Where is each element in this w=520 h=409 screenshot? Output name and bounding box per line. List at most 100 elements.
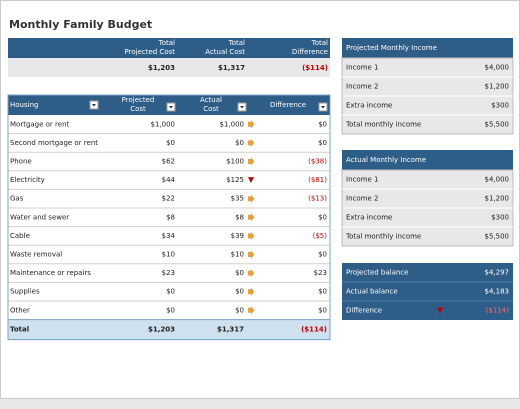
actual-cost: $10 [231, 251, 244, 259]
right-arrow [248, 231, 255, 240]
actual-cost: $1,000 [220, 120, 245, 128]
panel-title: Actual Monthly Income [346, 156, 426, 164]
actual-cost: $35 [231, 195, 244, 203]
projected-cost: $0 [166, 139, 175, 147]
down-arrow [248, 177, 254, 184]
column-header: Projected [122, 96, 155, 104]
column-header: Cost [130, 105, 146, 113]
income-label: Income 2 [346, 195, 378, 203]
projected-cost: $1,000 [151, 120, 176, 128]
projected-cost: $23 [162, 269, 175, 277]
row-label: Waste removal [10, 251, 62, 259]
right-arrow [248, 213, 255, 222]
difference: $0 [318, 213, 327, 221]
row-label: Maintenance or repairs [10, 269, 91, 277]
balance-value: $4,297 [485, 269, 510, 277]
row-label: Phone [10, 158, 32, 166]
right-arrow [248, 250, 255, 259]
actual-cost: $100 [226, 158, 244, 166]
difference: ($5) [313, 232, 328, 240]
summary-value: $1,317 [218, 64, 245, 72]
column-header: Actual [200, 96, 222, 104]
row-label: Supplies [10, 288, 40, 296]
summary-header [8, 38, 330, 58]
projected-cost: $0 [166, 306, 175, 314]
row-label: Mortgage or rent [10, 120, 70, 128]
difference: $23 [314, 269, 327, 277]
down-arrow [437, 307, 443, 314]
income-value: $1,200 [485, 83, 510, 91]
summary-value: ($114) [302, 64, 328, 72]
difference: ($13) [308, 195, 327, 203]
panel-title: Projected Monthly Income [346, 44, 437, 52]
table-border [7, 94, 331, 341]
projected-cost: $62 [162, 158, 175, 166]
row-label: Cable [10, 232, 30, 240]
projected-cost: $8 [166, 213, 175, 221]
projected-cost: $10 [162, 251, 175, 259]
summary-header-text: Total [311, 39, 328, 47]
difference: $0 [318, 288, 327, 296]
right-arrow [248, 306, 255, 315]
income-value: $5,500 [485, 233, 510, 241]
balance-value: ($114) [486, 307, 510, 315]
difference: ($38) [308, 158, 327, 166]
balance-panel [342, 263, 513, 320]
income-label: Total monthly income [345, 233, 421, 241]
projected-cost: $44 [162, 176, 176, 184]
right-arrow [248, 157, 255, 166]
dropdown-arrow [321, 106, 325, 109]
row-label: Second mortgage or rent [10, 139, 98, 147]
right-arrow [248, 269, 255, 278]
summary-value: $1,203 [148, 64, 175, 72]
row-label: Electricity [10, 176, 45, 184]
actual-cost: $0 [235, 139, 244, 147]
row-label: Other [10, 306, 30, 314]
income-label: Income 2 [346, 83, 378, 91]
income-label: Total monthly income [345, 121, 421, 129]
difference: ($81) [308, 176, 327, 184]
income-label: Income 1 [346, 64, 378, 72]
dropdown-arrow [92, 104, 96, 107]
total-cell: $1,317 [217, 326, 244, 334]
income-label: Income 1 [346, 176, 378, 184]
column-header: Difference [270, 101, 306, 109]
total-cell: ($114) [301, 326, 327, 334]
difference: $0 [318, 306, 327, 314]
income-value: $4,000 [485, 176, 510, 184]
row-label: Gas [10, 195, 24, 203]
actual-cost: $125 [226, 176, 244, 184]
projected-cost: $22 [162, 195, 175, 203]
actual-cost: $8 [235, 213, 244, 221]
summary-header-text: Actual Cost [205, 48, 245, 56]
right-arrow [248, 287, 255, 296]
summary-row [8, 58, 330, 77]
actual-cost: $0 [235, 306, 244, 314]
income-label: Extra income [346, 214, 392, 222]
income-value: $4,000 [485, 64, 510, 72]
right-arrow [248, 120, 255, 129]
projected-cost: $0 [166, 288, 175, 296]
row-label: Water and sewer [10, 213, 69, 221]
summary-header-text: Total [228, 39, 245, 47]
right-arrow [248, 138, 255, 147]
total-cell: Total [10, 326, 29, 334]
balance-label: Difference [346, 307, 382, 315]
projected-cost: $34 [162, 232, 176, 240]
summary-header-text: Total [158, 39, 175, 47]
total-cell: $1,203 [148, 326, 175, 334]
difference: $0 [318, 139, 327, 147]
difference: $0 [318, 120, 327, 128]
income-value: $1,200 [485, 195, 510, 203]
summary-header-text: Projected Cost [125, 48, 176, 56]
scroll-area [0, 399, 520, 409]
title: Monthly Family Budget [9, 18, 152, 31]
panel-header [342, 38, 513, 58]
income-value: $300 [491, 214, 509, 222]
column-header: Housing [10, 101, 38, 109]
income-value: $5,500 [485, 121, 510, 129]
balance-label: Actual balance [346, 288, 398, 296]
